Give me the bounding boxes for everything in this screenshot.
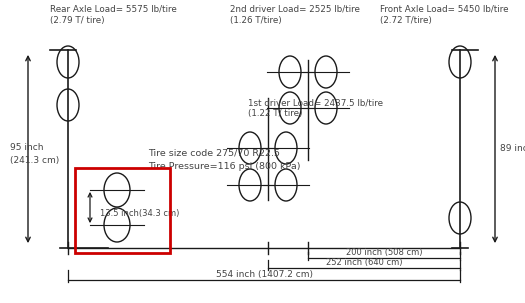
Text: 1st driver Load= 2437.5 lb/tire: 1st driver Load= 2437.5 lb/tire [248,98,383,107]
Text: 95 inch: 95 inch [10,144,44,152]
Text: 554 inch (1407.2 cm): 554 inch (1407.2 cm) [215,270,312,279]
Text: (2.72 T/tire): (2.72 T/tire) [380,16,432,25]
Text: Tire Pressure=116 psi (800 kPa): Tire Pressure=116 psi (800 kPa) [148,162,300,171]
Text: 252 inch (640 cm): 252 inch (640 cm) [326,258,402,267]
Text: 2nd driver Load= 2525 lb/tire: 2nd driver Load= 2525 lb/tire [230,5,360,14]
Text: Rear Axle Load= 5575 lb/tire: Rear Axle Load= 5575 lb/tire [50,5,177,14]
Text: 13.5 inch(34.3 cm): 13.5 inch(34.3 cm) [100,209,180,218]
Bar [75,168,170,253]
Text: (2.79 T/ tire): (2.79 T/ tire) [50,16,104,25]
Text: 200 inch (508 cm): 200 inch (508 cm) [346,248,422,257]
Text: Tire size code 275/70 R22.5: Tire size code 275/70 R22.5 [148,148,280,157]
Text: (1.22 T/ tire): (1.22 T/ tire) [248,109,302,118]
Text: 89 inch (226 cm): 89 inch (226 cm) [500,144,525,152]
Text: (1.26 T/tire): (1.26 T/tire) [230,16,282,25]
Text: (241.3 cm): (241.3 cm) [10,155,59,165]
Text: Front Axle Load= 5450 lb/tire: Front Axle Load= 5450 lb/tire [380,5,509,14]
